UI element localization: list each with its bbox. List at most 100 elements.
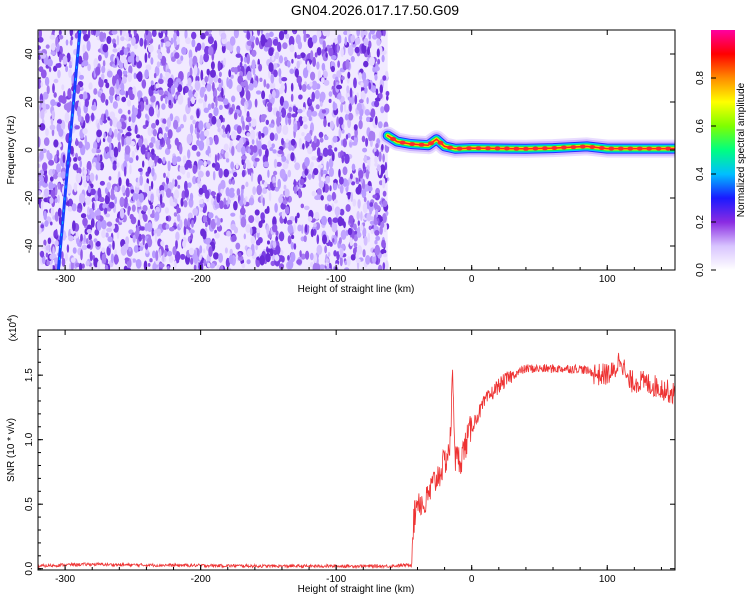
noise-cell — [183, 225, 187, 236]
noise-cell — [287, 169, 292, 178]
noise-cell — [302, 106, 306, 113]
noise-cell — [273, 158, 278, 169]
noise-cell — [50, 221, 53, 226]
noise-cell — [86, 160, 92, 172]
noise-cell — [173, 81, 179, 88]
ridge-hotspot — [598, 146, 605, 150]
noise-cell — [38, 36, 44, 43]
noise-cell — [121, 30, 127, 37]
noise-cell — [154, 233, 158, 243]
noise-cell — [265, 252, 271, 263]
noise-cell — [125, 90, 128, 98]
noise-cell — [150, 180, 154, 190]
noise-cell — [241, 155, 247, 160]
noise-cell — [139, 175, 143, 186]
noise-cell — [305, 250, 310, 260]
noise-cell — [174, 251, 181, 262]
spectrogram-y-ticks: -40 -20 0 20 40 — [24, 29, 675, 271]
noise-cell — [110, 149, 114, 158]
noise-cell — [349, 95, 355, 106]
noise-cell — [177, 94, 184, 105]
ridge-hotspot — [617, 146, 624, 151]
noise-cell — [302, 143, 305, 150]
noise-cell — [147, 166, 152, 174]
noise-cell — [353, 134, 359, 145]
noise-cell — [344, 260, 348, 266]
noise-cell — [353, 124, 358, 131]
noise-cell — [151, 167, 155, 177]
noise-cell — [322, 234, 327, 245]
noise-cell — [60, 251, 64, 260]
noise-cell — [166, 250, 173, 257]
noise-cell — [71, 74, 74, 84]
colorbar-label: Normalized spectral amplitude — [736, 82, 747, 217]
noise-cell — [70, 36, 74, 41]
noise-cell — [302, 116, 308, 123]
noise-cell — [211, 162, 216, 168]
noise-cell — [157, 158, 162, 164]
noise-cell — [125, 178, 130, 187]
noise-cell — [375, 235, 381, 241]
noise-cell — [338, 128, 342, 139]
noise-cell — [155, 206, 161, 213]
noise-cell — [128, 157, 134, 164]
noise-cell — [117, 132, 121, 142]
noise-cell — [338, 37, 342, 43]
noise-cell — [290, 138, 296, 146]
y-tick-label: 1.0 — [24, 432, 35, 446]
noise-cell — [214, 203, 220, 209]
noise-cell — [349, 141, 352, 148]
noise-cell — [223, 98, 229, 106]
noise-cell — [226, 131, 230, 139]
noise-cell — [92, 162, 96, 167]
noise-cell — [336, 70, 342, 78]
noise-cell — [378, 151, 382, 162]
noise-cell — [57, 207, 62, 217]
noise-cell — [204, 31, 209, 36]
colorbar-tick-label: 0.0 — [695, 263, 706, 277]
noise-cell — [236, 144, 240, 151]
noise-cell — [112, 163, 117, 171]
noise-cell — [165, 188, 172, 198]
noise-cell — [328, 218, 332, 225]
noise-cell — [91, 112, 95, 122]
noise-cell — [251, 59, 256, 70]
noise-cell — [198, 170, 204, 178]
noise-cell — [311, 91, 316, 102]
noise-cell — [341, 76, 345, 81]
noise-cell — [284, 206, 290, 215]
noise-cell — [337, 216, 343, 227]
noise-cell — [241, 145, 246, 155]
noise-cell — [214, 232, 220, 239]
noise-cell — [246, 40, 252, 46]
noise-cell — [73, 157, 78, 162]
noise-cell — [38, 30, 42, 39]
noise-cell — [221, 149, 224, 155]
noise-cell — [50, 42, 56, 51]
noise-cell — [364, 202, 368, 213]
noise-cell — [339, 208, 345, 216]
noise-cell — [240, 216, 247, 228]
noise-cell — [148, 185, 152, 192]
noise-cell — [111, 30, 118, 35]
noise-cell — [229, 187, 235, 193]
noise-cell — [142, 160, 145, 168]
noise-cell — [347, 45, 354, 56]
noise-cell — [283, 100, 289, 110]
noise-cell — [95, 240, 101, 247]
noise-cell — [75, 138, 78, 147]
noise-cell — [121, 96, 127, 103]
noise-cell — [145, 64, 152, 71]
noise-cell — [337, 92, 342, 100]
noise-cell — [81, 62, 85, 67]
noise-cell — [285, 33, 290, 40]
noise-cell — [257, 30, 261, 36]
noise-cell — [370, 228, 375, 234]
noise-cell — [123, 166, 127, 177]
noise-cell — [331, 221, 338, 233]
noise-cell — [319, 91, 326, 102]
noise-cell — [310, 228, 314, 238]
noise-cell — [135, 155, 139, 161]
noise-cell — [327, 144, 333, 150]
noise-cell — [102, 203, 108, 210]
